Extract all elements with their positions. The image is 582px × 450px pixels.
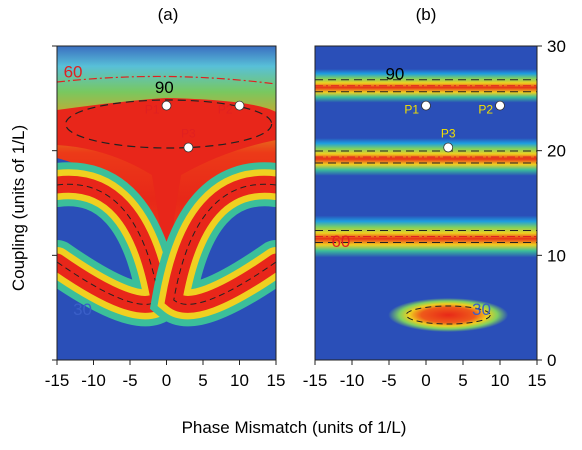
panel-a: (a) 30 60 90 P1 P2 P3 -15 -10 -5 0 5 10 15 xyxy=(45,5,286,390)
heatmap-b-band-2 xyxy=(315,138,537,176)
x-tick-label-a: 15 xyxy=(267,371,286,390)
point-b-p1 xyxy=(421,100,431,111)
y-tick-label-b: 0 xyxy=(547,351,556,370)
y-axis-label: Coupling (units of 1/L) xyxy=(9,125,28,291)
point-label-a-p1: P1 xyxy=(145,103,160,117)
heatmap-b-band-1 xyxy=(315,69,537,103)
axes-a: -15 -10 -5 0 5 10 15 xyxy=(45,45,286,390)
x-axis-label: Phase Mismatch (units of 1/L) xyxy=(182,418,407,437)
point-label-b-p1: P1 xyxy=(404,103,419,117)
x-tick-label-a: -15 xyxy=(45,371,70,390)
panel-b-label: (b) xyxy=(416,5,437,24)
contour-label-a-90: 90 xyxy=(155,78,174,97)
heatmap-a: 30 60 90 P1 P2 P3 xyxy=(57,46,276,360)
point-b-p3 xyxy=(443,142,454,153)
x-tick-label-a: -10 xyxy=(81,371,106,390)
point-a-p1 xyxy=(161,100,172,111)
x-tick-label-b: -10 xyxy=(340,371,365,390)
point-a-p2 xyxy=(234,100,245,111)
heatmap-a-right-wing xyxy=(149,162,276,327)
x-tick-label-b: 5 xyxy=(458,371,467,390)
contour-label-b-60: 60 xyxy=(331,232,350,251)
contour-label-a-60: 60 xyxy=(64,62,83,81)
point-label-a-p2: P2 xyxy=(218,103,233,117)
point-a-p3 xyxy=(183,142,194,153)
x-tick-label-a: -5 xyxy=(122,371,137,390)
x-tick-label-b: 0 xyxy=(421,371,430,390)
contour-60-a xyxy=(57,75,276,85)
contour-label-b-90: 90 xyxy=(385,64,404,83)
y-tick-label-b: 30 xyxy=(547,37,566,56)
heatmap-b-band-3 xyxy=(315,215,537,258)
point-label-b-p3: P3 xyxy=(441,127,456,141)
x-tick-label-a: 0 xyxy=(162,371,171,390)
heatmap-b: 30 60 90 P1 P2 P3 xyxy=(315,46,537,360)
heatmap-b-blob xyxy=(388,297,509,332)
panel-a-label: (a) xyxy=(158,5,179,24)
y-tick-label-b: 20 xyxy=(547,142,566,161)
point-label-b-p2: P2 xyxy=(478,103,493,117)
x-tick-label-a: 10 xyxy=(230,371,249,390)
heatmap-a-core xyxy=(57,98,276,300)
point-b-p2 xyxy=(495,100,505,111)
x-tick-label-b: 10 xyxy=(491,371,510,390)
contour-90-a xyxy=(65,99,273,149)
point-label-a-p3: P3 xyxy=(181,127,196,141)
y-tick-label-b: 10 xyxy=(547,246,566,265)
contour-label-a-30: 30 xyxy=(73,300,92,319)
contour-label-b-30: 30 xyxy=(472,300,491,319)
x-tick-label-b: 15 xyxy=(528,371,547,390)
x-tick-label-b: -5 xyxy=(381,371,396,390)
x-tick-label-a: 5 xyxy=(198,371,207,390)
x-tick-label-b: -15 xyxy=(303,371,328,390)
